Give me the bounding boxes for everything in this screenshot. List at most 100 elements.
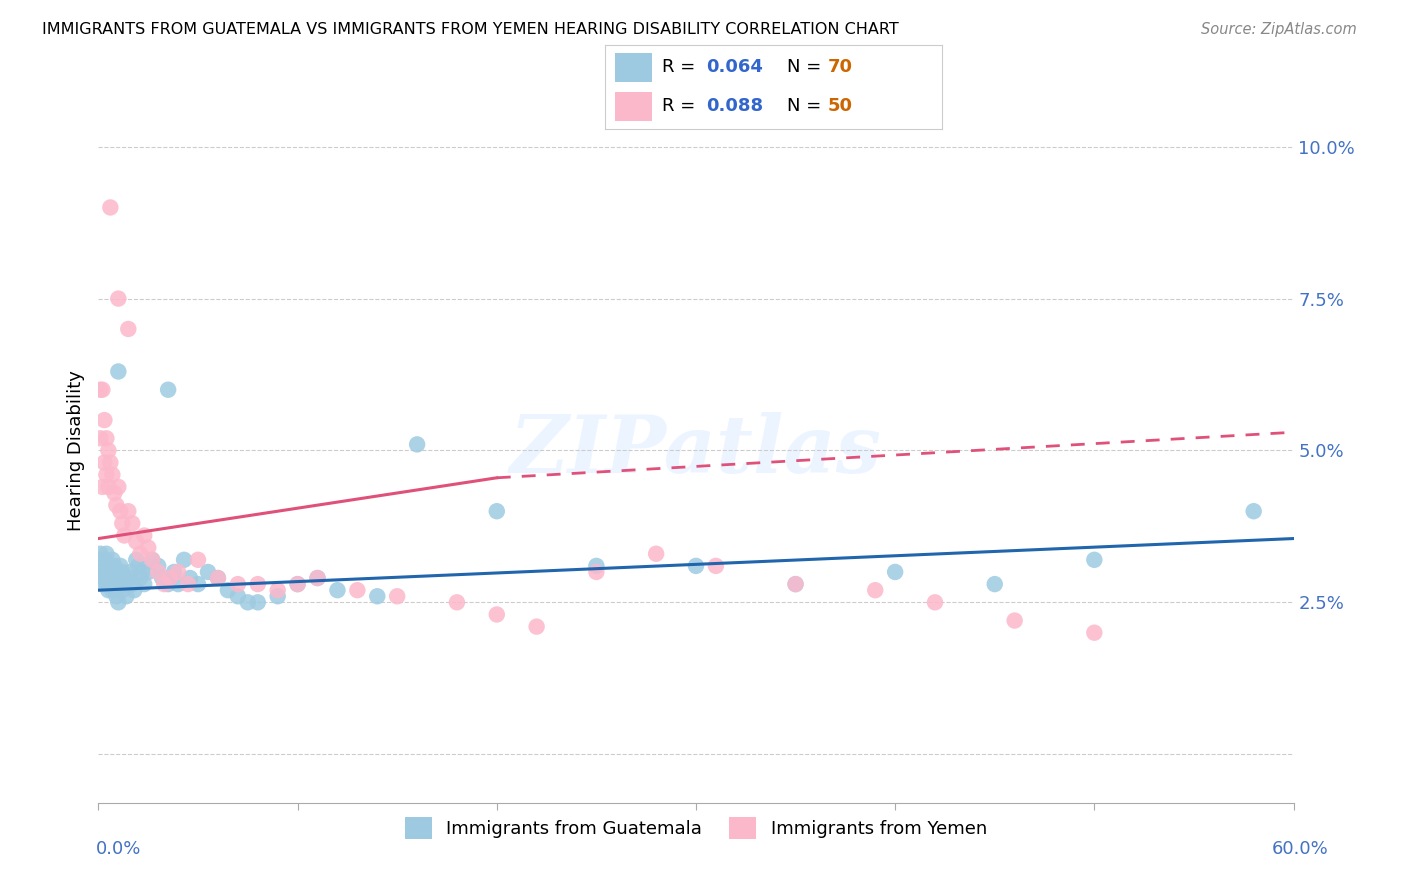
Text: 0.088: 0.088 (706, 96, 763, 114)
Point (129, 547, 152, 561)
Point (136, 541, 159, 555)
Point (89, 383, 111, 397)
Point (112, 577, 135, 591)
Point (98, 565, 122, 579)
Point (111, 516, 134, 531)
Point (366, 589, 388, 603)
Text: N =: N = (787, 59, 827, 77)
Point (865, 583, 887, 598)
Point (187, 577, 209, 591)
Point (91, 383, 114, 397)
Point (177, 577, 200, 591)
Point (125, 553, 148, 567)
Text: 70: 70 (827, 59, 852, 77)
Text: 50: 50 (827, 96, 852, 114)
Point (267, 589, 290, 603)
Point (136, 565, 159, 579)
Point (96, 467, 118, 482)
Point (246, 595, 269, 609)
Point (207, 571, 229, 585)
Point (97, 571, 120, 585)
Point (984, 577, 1007, 591)
Point (112, 571, 135, 585)
Point (117, 571, 139, 585)
Point (110, 504, 132, 518)
Point (385, 589, 409, 603)
Point (226, 589, 249, 603)
Point (97, 443, 120, 458)
Point (107, 565, 129, 579)
Point (91, 577, 114, 591)
Point (167, 565, 190, 579)
Point (141, 553, 163, 567)
Point (179, 571, 201, 585)
Point (226, 577, 249, 591)
Point (107, 292, 129, 306)
Point (884, 565, 907, 579)
Point (645, 547, 668, 561)
Point (93, 571, 115, 585)
Point (93, 413, 115, 427)
Point (157, 383, 180, 397)
Point (246, 577, 269, 591)
Point (287, 577, 309, 591)
Point (326, 583, 349, 598)
Point (187, 553, 209, 567)
Text: R =: R = (662, 96, 702, 114)
Point (110, 558, 132, 573)
Point (121, 516, 143, 531)
Point (105, 589, 128, 603)
Point (307, 571, 329, 585)
Point (207, 571, 229, 585)
Point (105, 498, 128, 512)
Point (93, 558, 115, 573)
Point (115, 589, 138, 603)
Point (924, 595, 946, 609)
Point (107, 595, 129, 609)
Point (117, 504, 139, 518)
Point (96, 431, 118, 445)
Text: N =: N = (787, 96, 827, 114)
Bar (614, 92, 652, 120)
Point (129, 571, 152, 585)
Text: 60.0%: 60.0% (1272, 840, 1329, 858)
Point (111, 583, 134, 598)
Point (96, 577, 118, 591)
Point (346, 583, 368, 598)
Point (406, 437, 429, 451)
Point (98, 456, 122, 470)
Legend: Immigrants from Guatemala, Immigrants from Yemen: Immigrants from Guatemala, Immigrants fr… (398, 810, 994, 847)
Text: 0.0%: 0.0% (96, 840, 141, 858)
Point (93, 456, 115, 470)
Text: 0.064: 0.064 (706, 59, 762, 77)
Point (101, 583, 124, 598)
Point (446, 595, 468, 609)
Point (112, 528, 135, 542)
Point (785, 577, 807, 591)
Y-axis label: Hearing Disability: Hearing Disability (66, 370, 84, 531)
Point (91, 480, 114, 494)
Point (148, 558, 170, 573)
Point (120, 565, 142, 579)
Point (96, 565, 118, 579)
Point (103, 558, 125, 573)
Point (163, 565, 186, 579)
Point (287, 577, 309, 591)
Point (1083, 553, 1105, 567)
Point (131, 565, 153, 579)
Point (93, 553, 115, 567)
Text: IMMIGRANTS FROM GUATEMALA VS IMMIGRANTS FROM YEMEN HEARING DISABILITY CORRELATIO: IMMIGRANTS FROM GUATEMALA VS IMMIGRANTS … (42, 22, 898, 37)
Text: ZIPatlas: ZIPatlas (510, 412, 882, 489)
Point (685, 558, 707, 573)
Point (585, 565, 607, 579)
Point (125, 534, 148, 549)
Point (98, 201, 122, 215)
Point (107, 364, 129, 378)
Point (110, 571, 132, 585)
Point (121, 577, 143, 591)
Point (89, 547, 111, 561)
Point (236, 595, 259, 609)
Point (97, 480, 120, 494)
Point (704, 558, 727, 573)
Point (101, 565, 124, 579)
